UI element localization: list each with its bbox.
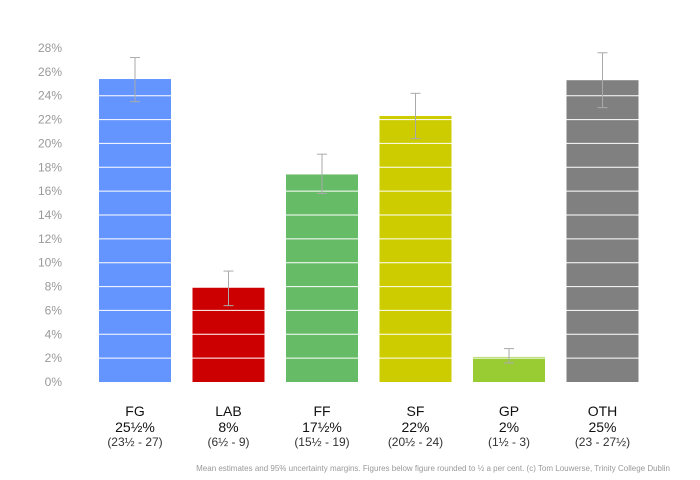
y-tick-label: 8% bbox=[45, 280, 63, 294]
error-bar-ff bbox=[317, 153, 327, 195]
value-label: 2% bbox=[499, 419, 519, 435]
value-label: 25% bbox=[588, 419, 616, 435]
bar-fg bbox=[99, 79, 171, 382]
error-bar-oth bbox=[597, 52, 608, 109]
error-bar-gp bbox=[504, 348, 514, 364]
y-tick-label: 16% bbox=[38, 184, 62, 198]
error-bar-sf bbox=[410, 92, 421, 140]
y-tick-label: 10% bbox=[38, 256, 62, 270]
category-label: OTH bbox=[588, 403, 618, 419]
value-label: 17½% bbox=[302, 419, 342, 435]
bar-oth bbox=[566, 80, 639, 382]
y-tick-label: 14% bbox=[38, 208, 62, 222]
footnote: Mean estimates and 95% uncertainty margi… bbox=[196, 464, 670, 473]
y-tick-label: 4% bbox=[45, 327, 63, 341]
y-tick-label: 26% bbox=[38, 65, 62, 79]
range-label: (23½ - 27) bbox=[107, 435, 162, 449]
category-label: FF bbox=[313, 403, 330, 419]
bar-ff bbox=[286, 174, 358, 382]
error-bar-fg bbox=[130, 57, 140, 103]
y-tick-label: 18% bbox=[38, 160, 62, 174]
gridlines bbox=[70, 47, 670, 359]
y-tick-label: 28% bbox=[38, 41, 62, 55]
category-label: GP bbox=[499, 403, 519, 419]
y-tick-label: 22% bbox=[38, 113, 62, 127]
category-label: LAB bbox=[215, 403, 241, 419]
range-label: (1½ - 3) bbox=[488, 435, 530, 449]
bar-sf bbox=[379, 115, 452, 382]
y-tick-label: 24% bbox=[38, 89, 62, 103]
value-label: 22% bbox=[401, 419, 429, 435]
range-label: (6½ - 9) bbox=[207, 435, 249, 449]
y-tick-label: 2% bbox=[45, 351, 63, 365]
value-label: 8% bbox=[218, 419, 238, 435]
category-label: SF bbox=[407, 403, 425, 419]
range-label: (23 - 27½) bbox=[575, 435, 630, 449]
category-label: FG bbox=[125, 403, 144, 419]
range-label: (20½ - 24) bbox=[388, 435, 443, 449]
range-label: (15½ - 19) bbox=[294, 435, 349, 449]
y-axis: 0% 2% 4% 6% 8% 10% 12% 14% 16% 18% 20% 22% 24% 26% 28% bbox=[38, 41, 62, 389]
y-tick-label: 12% bbox=[38, 232, 62, 246]
y-tick-label: 6% bbox=[45, 303, 63, 317]
value-label: 25½% bbox=[115, 419, 155, 435]
error-bars bbox=[130, 52, 608, 364]
bars bbox=[99, 79, 639, 382]
y-tick-label: 20% bbox=[38, 136, 62, 150]
y-tick-label: 0% bbox=[45, 375, 63, 389]
error-bar-lab bbox=[223, 270, 234, 307]
